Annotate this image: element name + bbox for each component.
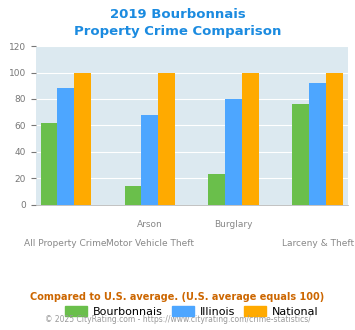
Text: 2019 Bourbonnais: 2019 Bourbonnais xyxy=(110,8,245,21)
Bar xyxy=(225,99,242,205)
Text: Property Crime Comparison: Property Crime Comparison xyxy=(74,25,281,38)
Bar xyxy=(242,73,259,205)
Text: © 2025 CityRating.com - https://www.cityrating.com/crime-statistics/: © 2025 CityRating.com - https://www.city… xyxy=(45,315,310,324)
Text: Compared to U.S. average. (U.S. average equals 100): Compared to U.S. average. (U.S. average … xyxy=(31,292,324,302)
Bar xyxy=(40,123,58,205)
Bar xyxy=(125,186,141,205)
Text: All Property Crime: All Property Crime xyxy=(24,240,107,248)
Bar xyxy=(58,88,74,205)
Bar xyxy=(74,73,91,205)
Legend: Bourbonnais, Illinois, National: Bourbonnais, Illinois, National xyxy=(61,302,323,322)
Bar xyxy=(158,73,175,205)
Text: Larceny & Theft: Larceny & Theft xyxy=(282,240,354,248)
Bar xyxy=(208,174,225,205)
Text: Arson: Arson xyxy=(137,220,163,229)
Bar xyxy=(309,83,326,205)
Text: Burglary: Burglary xyxy=(214,220,253,229)
Text: Motor Vehicle Theft: Motor Vehicle Theft xyxy=(106,240,194,248)
Bar xyxy=(326,73,343,205)
Bar xyxy=(141,115,158,205)
Bar xyxy=(293,104,309,205)
